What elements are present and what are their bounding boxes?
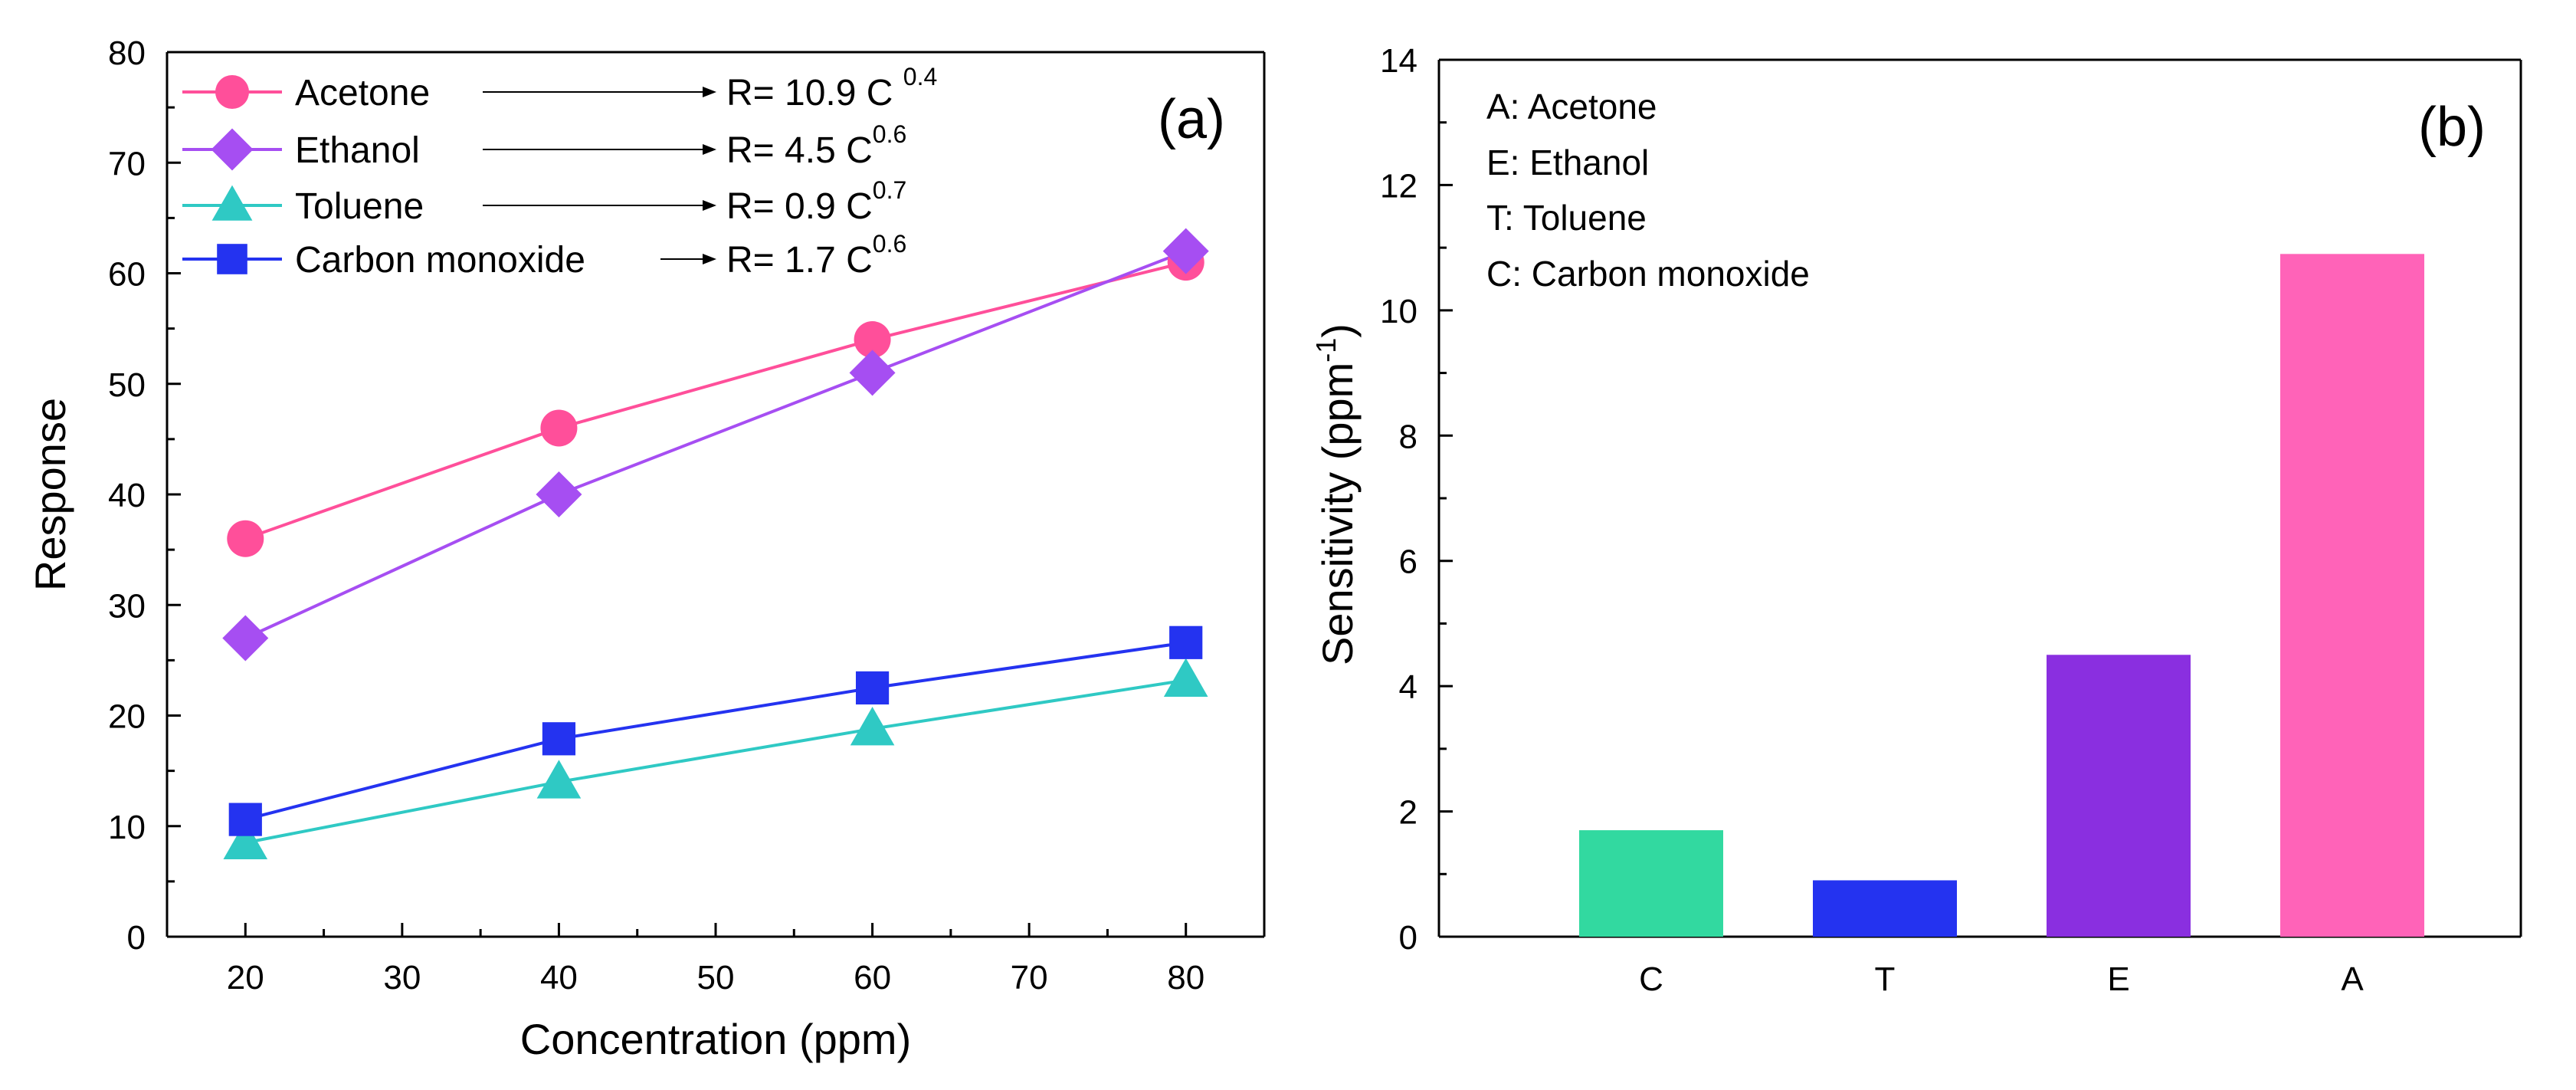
- legend-marker-toluene: [211, 185, 253, 221]
- fit-equation-carbon-monoxide: R= 1.7 C0.6: [726, 230, 906, 281]
- fit-equation-base: R= 1.7 C: [726, 240, 873, 281]
- data-point-ethanol: [1162, 228, 1209, 274]
- panel-a-y-tick-label: 60: [108, 256, 146, 294]
- panel-b-y-tick-label: 6: [1399, 543, 1417, 581]
- fit-equation-base: R= 4.5 C: [726, 130, 873, 171]
- legend-label-carbon-monoxide: Carbon monoxide: [295, 240, 585, 281]
- series-line-carbon-monoxide: [244, 641, 1187, 822]
- panel-b-x-tick-label: C: [1639, 960, 1663, 998]
- panel-a-y-tick-label: 30: [108, 587, 146, 625]
- panel-a-y-tick-label: 20: [108, 698, 146, 736]
- panel-a-x-tick-label: 60: [854, 959, 891, 996]
- panel-a-y-tick-label: 40: [108, 477, 146, 514]
- panel-b-y-tick-label: 2: [1399, 794, 1417, 832]
- fit-equation-exponent: 0.7: [873, 176, 906, 204]
- panel-b-y-tick-label: 10: [1380, 293, 1417, 330]
- panel-b-x-tick-label: T: [1875, 960, 1896, 998]
- data-point-carbon-monoxide: [855, 671, 890, 705]
- fit-equation-base: R= 10.9 C: [726, 73, 903, 113]
- data-point-ethanol: [536, 471, 582, 517]
- data-point-acetone: [540, 409, 578, 447]
- key-line-carbon-monoxide: C: Carbon monoxide: [1486, 254, 1810, 294]
- bar-e: [2047, 655, 2191, 937]
- panel-b-y-tick-label: 8: [1399, 418, 1417, 455]
- panel-a-x-tick-label: 80: [1167, 959, 1204, 996]
- fit-equation-exponent: 0.6: [873, 230, 906, 258]
- panel-b-y-tick-label: 4: [1399, 668, 1417, 706]
- legend-label-acetone: Acetone: [295, 73, 430, 113]
- legend-marker-carbon-monoxide: [217, 244, 247, 274]
- legend-arrowhead-toluene: [703, 200, 716, 211]
- panel-b-x-tick-label: E: [2107, 960, 2129, 998]
- fit-equation-exponent: 0.4: [903, 63, 937, 90]
- data-point-toluene: [1163, 658, 1208, 697]
- bar-c: [1579, 830, 1723, 937]
- data-point-acetone: [227, 520, 264, 557]
- data-point-carbon-monoxide: [1169, 625, 1203, 659]
- panel-a-label: (a): [1158, 89, 1225, 150]
- fit-equation-acetone: R= 10.9 C 0.4: [726, 63, 937, 113]
- panel-a-y-tick-label: 80: [108, 34, 146, 72]
- data-point-acetone: [854, 321, 891, 359]
- legend-label-ethanol: Ethanol: [295, 130, 420, 171]
- legend-marker-acetone: [215, 75, 249, 109]
- fit-equation-toluene: R= 0.9 C0.7: [726, 176, 906, 227]
- panel-a-y-tick-label: 0: [127, 919, 146, 957]
- panel-a-x-tick-label: 20: [227, 959, 264, 996]
- legend-arrowhead-carbon-monoxide: [703, 254, 716, 264]
- panel-b-x-tick-label: A: [2341, 960, 2364, 998]
- panel-a-y-tick-label: 50: [108, 366, 146, 404]
- data-point-ethanol: [222, 615, 269, 662]
- data-point-toluene: [223, 820, 268, 859]
- data-point-carbon-monoxide: [542, 722, 576, 756]
- panel-a-line-chart: 20 30 40 50 60 70 80 0 10 20 30 40 50 60 70 80 Concentr…: [26, 34, 1266, 1063]
- legend-marker-ethanol: [211, 128, 254, 171]
- key-line-ethanol: E: Ethanol: [1486, 143, 1649, 182]
- bar-t: [1813, 880, 1957, 937]
- panel-b-y-axis-title-sup: -1: [1310, 338, 1342, 363]
- series-line-acetone: [244, 261, 1187, 540]
- panel-a-x-tick-label: 30: [383, 959, 421, 996]
- series-line-toluene: [244, 678, 1187, 845]
- key-line-acetone: A: Acetone: [1486, 87, 1657, 126]
- panel-a-y-tick-label: 10: [108, 809, 146, 846]
- fit-equation-exponent: 0.6: [873, 120, 906, 148]
- panel-a-x-tick-label: 50: [697, 959, 735, 996]
- key-line-toluene: T: Toluene: [1486, 198, 1647, 238]
- panel-a-x-axis-title: Concentration (ppm): [520, 1015, 911, 1063]
- panel-b-y-tick-label: 0: [1399, 919, 1417, 957]
- panel-a-y-tick-label: 70: [108, 145, 146, 182]
- panel-a-x-tick-label: 70: [1011, 959, 1048, 996]
- bar-a: [2280, 254, 2424, 937]
- legend-arrowhead-acetone: [703, 87, 716, 97]
- data-point-ethanol: [849, 350, 896, 396]
- panel-b-label: (b): [2418, 97, 2486, 158]
- legend-label-toluene: Toluene: [295, 186, 424, 227]
- panel-a-y-axis-title: Response: [26, 398, 74, 591]
- fit-equation-base: R= 0.9 C: [726, 186, 873, 227]
- data-point-toluene: [536, 760, 582, 799]
- panel-b-y-axis-title-prefix: Sensitivity (ppm: [1313, 363, 1362, 665]
- panel-b-y-axis-title-suffix: ): [1313, 323, 1362, 338]
- series-line-ethanol: [244, 249, 1187, 640]
- legend-arrowhead-ethanol: [703, 144, 716, 155]
- data-point-toluene: [850, 707, 895, 746]
- fit-equation-ethanol: R= 4.5 C0.6: [726, 120, 906, 171]
- panel-b-y-tick-label: 12: [1380, 167, 1417, 205]
- panel-b-y-axis-title: Sensitivity (ppm-1): [1310, 323, 1362, 665]
- panel-b-y-tick-label: 14: [1380, 42, 1417, 80]
- panel-a-x-tick-label: 40: [540, 959, 578, 996]
- data-point-carbon-monoxide: [228, 803, 262, 836]
